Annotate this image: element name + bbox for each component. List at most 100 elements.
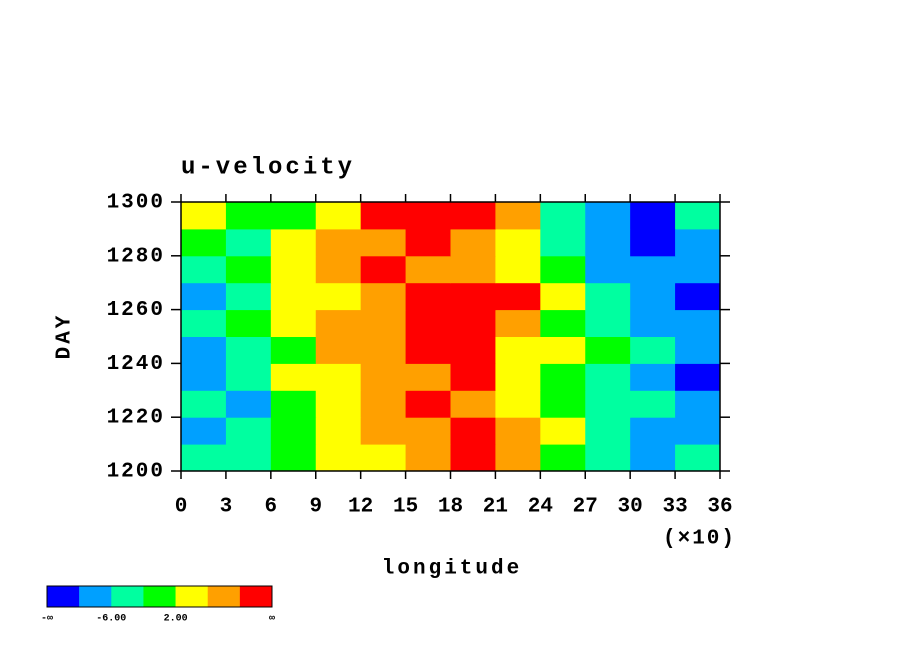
heatmap-cell	[630, 255, 676, 284]
colorbar-label: ∞	[269, 614, 275, 625]
heatmap-cell	[270, 255, 317, 284]
heatmap-cell	[450, 202, 496, 230]
heatmap-cell	[585, 363, 631, 391]
heatmap-cell	[181, 202, 227, 230]
heatmap-cell	[585, 202, 631, 230]
y-axis-label: DAY	[54, 313, 77, 360]
colorbar-swatch	[239, 586, 273, 607]
heatmap-cell	[495, 309, 541, 337]
heatmap-cell	[181, 309, 227, 337]
heatmap-cell	[181, 417, 227, 445]
heatmap-cell	[540, 202, 586, 230]
heatmap-cell	[315, 363, 362, 391]
x-tick-label: 21	[483, 496, 508, 519]
heatmap-cell	[270, 390, 317, 418]
heatmap-cell	[225, 228, 272, 257]
x-tick-label: 9	[309, 496, 322, 519]
heatmap-cell	[181, 444, 227, 472]
heatmap-cell	[315, 228, 362, 257]
y-tick-label: 1300	[107, 192, 165, 215]
heatmap-cell	[270, 363, 317, 391]
heatmap-cell	[225, 417, 272, 445]
heatmap-cell	[585, 417, 631, 445]
heatmap-cell	[181, 255, 227, 284]
axes: 0 3 6 9 12 15 18 21 24 27 30 33 36120012201240126012…	[107, 192, 733, 519]
heatmap-cell	[405, 202, 451, 230]
heatmap-cell	[630, 336, 676, 364]
heatmap-cell	[585, 390, 631, 418]
heatmap-cell	[630, 444, 676, 472]
heatmap-cell	[181, 390, 227, 418]
colorbar-label: -6.00	[96, 614, 126, 625]
heatmap-cell	[675, 390, 721, 418]
heatmap-cell	[181, 282, 227, 311]
heatmap-cell	[540, 390, 586, 418]
heatmap-cell	[450, 309, 496, 337]
y-tick-label: 1200	[107, 461, 165, 484]
heatmap-cell	[315, 390, 362, 418]
heatmap-cell	[360, 255, 407, 284]
colorbar-frame	[46, 585, 273, 608]
heatmap-cell	[225, 363, 272, 391]
colorbar-swatch	[175, 586, 209, 607]
heatmap-cell	[181, 228, 227, 257]
y-tick-label: 1240	[107, 353, 165, 376]
heatmap-cell	[675, 336, 721, 364]
heatmap-cell	[540, 228, 586, 257]
heatmap-cell	[630, 363, 676, 391]
heatmap-cell	[495, 228, 541, 257]
colorbar-label: -∞	[41, 614, 53, 625]
x-tick-label: 24	[528, 496, 553, 519]
heatmap-cell	[450, 255, 496, 284]
heatmap-cell	[315, 444, 362, 472]
colorbar-swatch	[47, 586, 80, 607]
heatmap-cell	[540, 255, 586, 284]
heatmap-cell	[585, 228, 631, 257]
heatmap-cell	[630, 228, 676, 257]
heatmap-cell	[450, 444, 496, 472]
heatmap-cell	[360, 228, 407, 257]
heatmap-cell	[630, 417, 676, 445]
heatmap-cell	[540, 282, 586, 311]
heatmap-cell	[405, 309, 451, 337]
heatmap-cell	[270, 228, 317, 257]
heatmap-cell	[495, 417, 541, 445]
x-axis-label: longitude	[382, 558, 522, 581]
x-tick-label: 6	[265, 496, 278, 519]
heatmap-cell	[225, 202, 272, 230]
x-tick-label: 27	[573, 496, 598, 519]
heatmap-cell	[630, 390, 676, 418]
heatmap-cell	[540, 363, 586, 391]
heatmap-cell	[405, 336, 451, 364]
y-tick-label: 1260	[107, 299, 165, 322]
heatmap-cell	[315, 255, 362, 284]
x-tick-label: 36	[707, 496, 732, 519]
heatmap-cell	[540, 336, 586, 364]
heatmap-cell	[225, 255, 272, 284]
heatmap-cell	[495, 363, 541, 391]
heatmap-cell	[225, 309, 272, 337]
heatmap-cell	[270, 444, 317, 472]
heatmap-cell	[181, 336, 227, 364]
colorbar-swatch	[79, 586, 112, 607]
heatmap-cell	[495, 282, 541, 311]
heatmap-cell	[270, 202, 317, 230]
y-tick-label: 1280	[107, 245, 165, 268]
x-tick-label: 33	[662, 496, 687, 519]
heatmap-cell	[630, 309, 676, 337]
heatmap-cell	[405, 390, 451, 418]
x-tick-label: 15	[393, 496, 418, 519]
heatmap-cell	[315, 309, 362, 337]
heatmap-cell	[315, 417, 362, 445]
heatmap-cell	[405, 417, 451, 445]
heatmap-cell	[495, 336, 541, 364]
heatmap-cell	[225, 444, 272, 472]
heatmap-cell	[675, 282, 721, 311]
heatmap-cell	[450, 417, 496, 445]
heatmap-cell	[360, 309, 407, 337]
heatmap-cell	[270, 309, 317, 337]
heatmap-cell	[495, 390, 541, 418]
heatmap-cell	[585, 336, 631, 364]
heatmap-cell	[315, 202, 362, 230]
heatmap-cell	[675, 363, 721, 391]
